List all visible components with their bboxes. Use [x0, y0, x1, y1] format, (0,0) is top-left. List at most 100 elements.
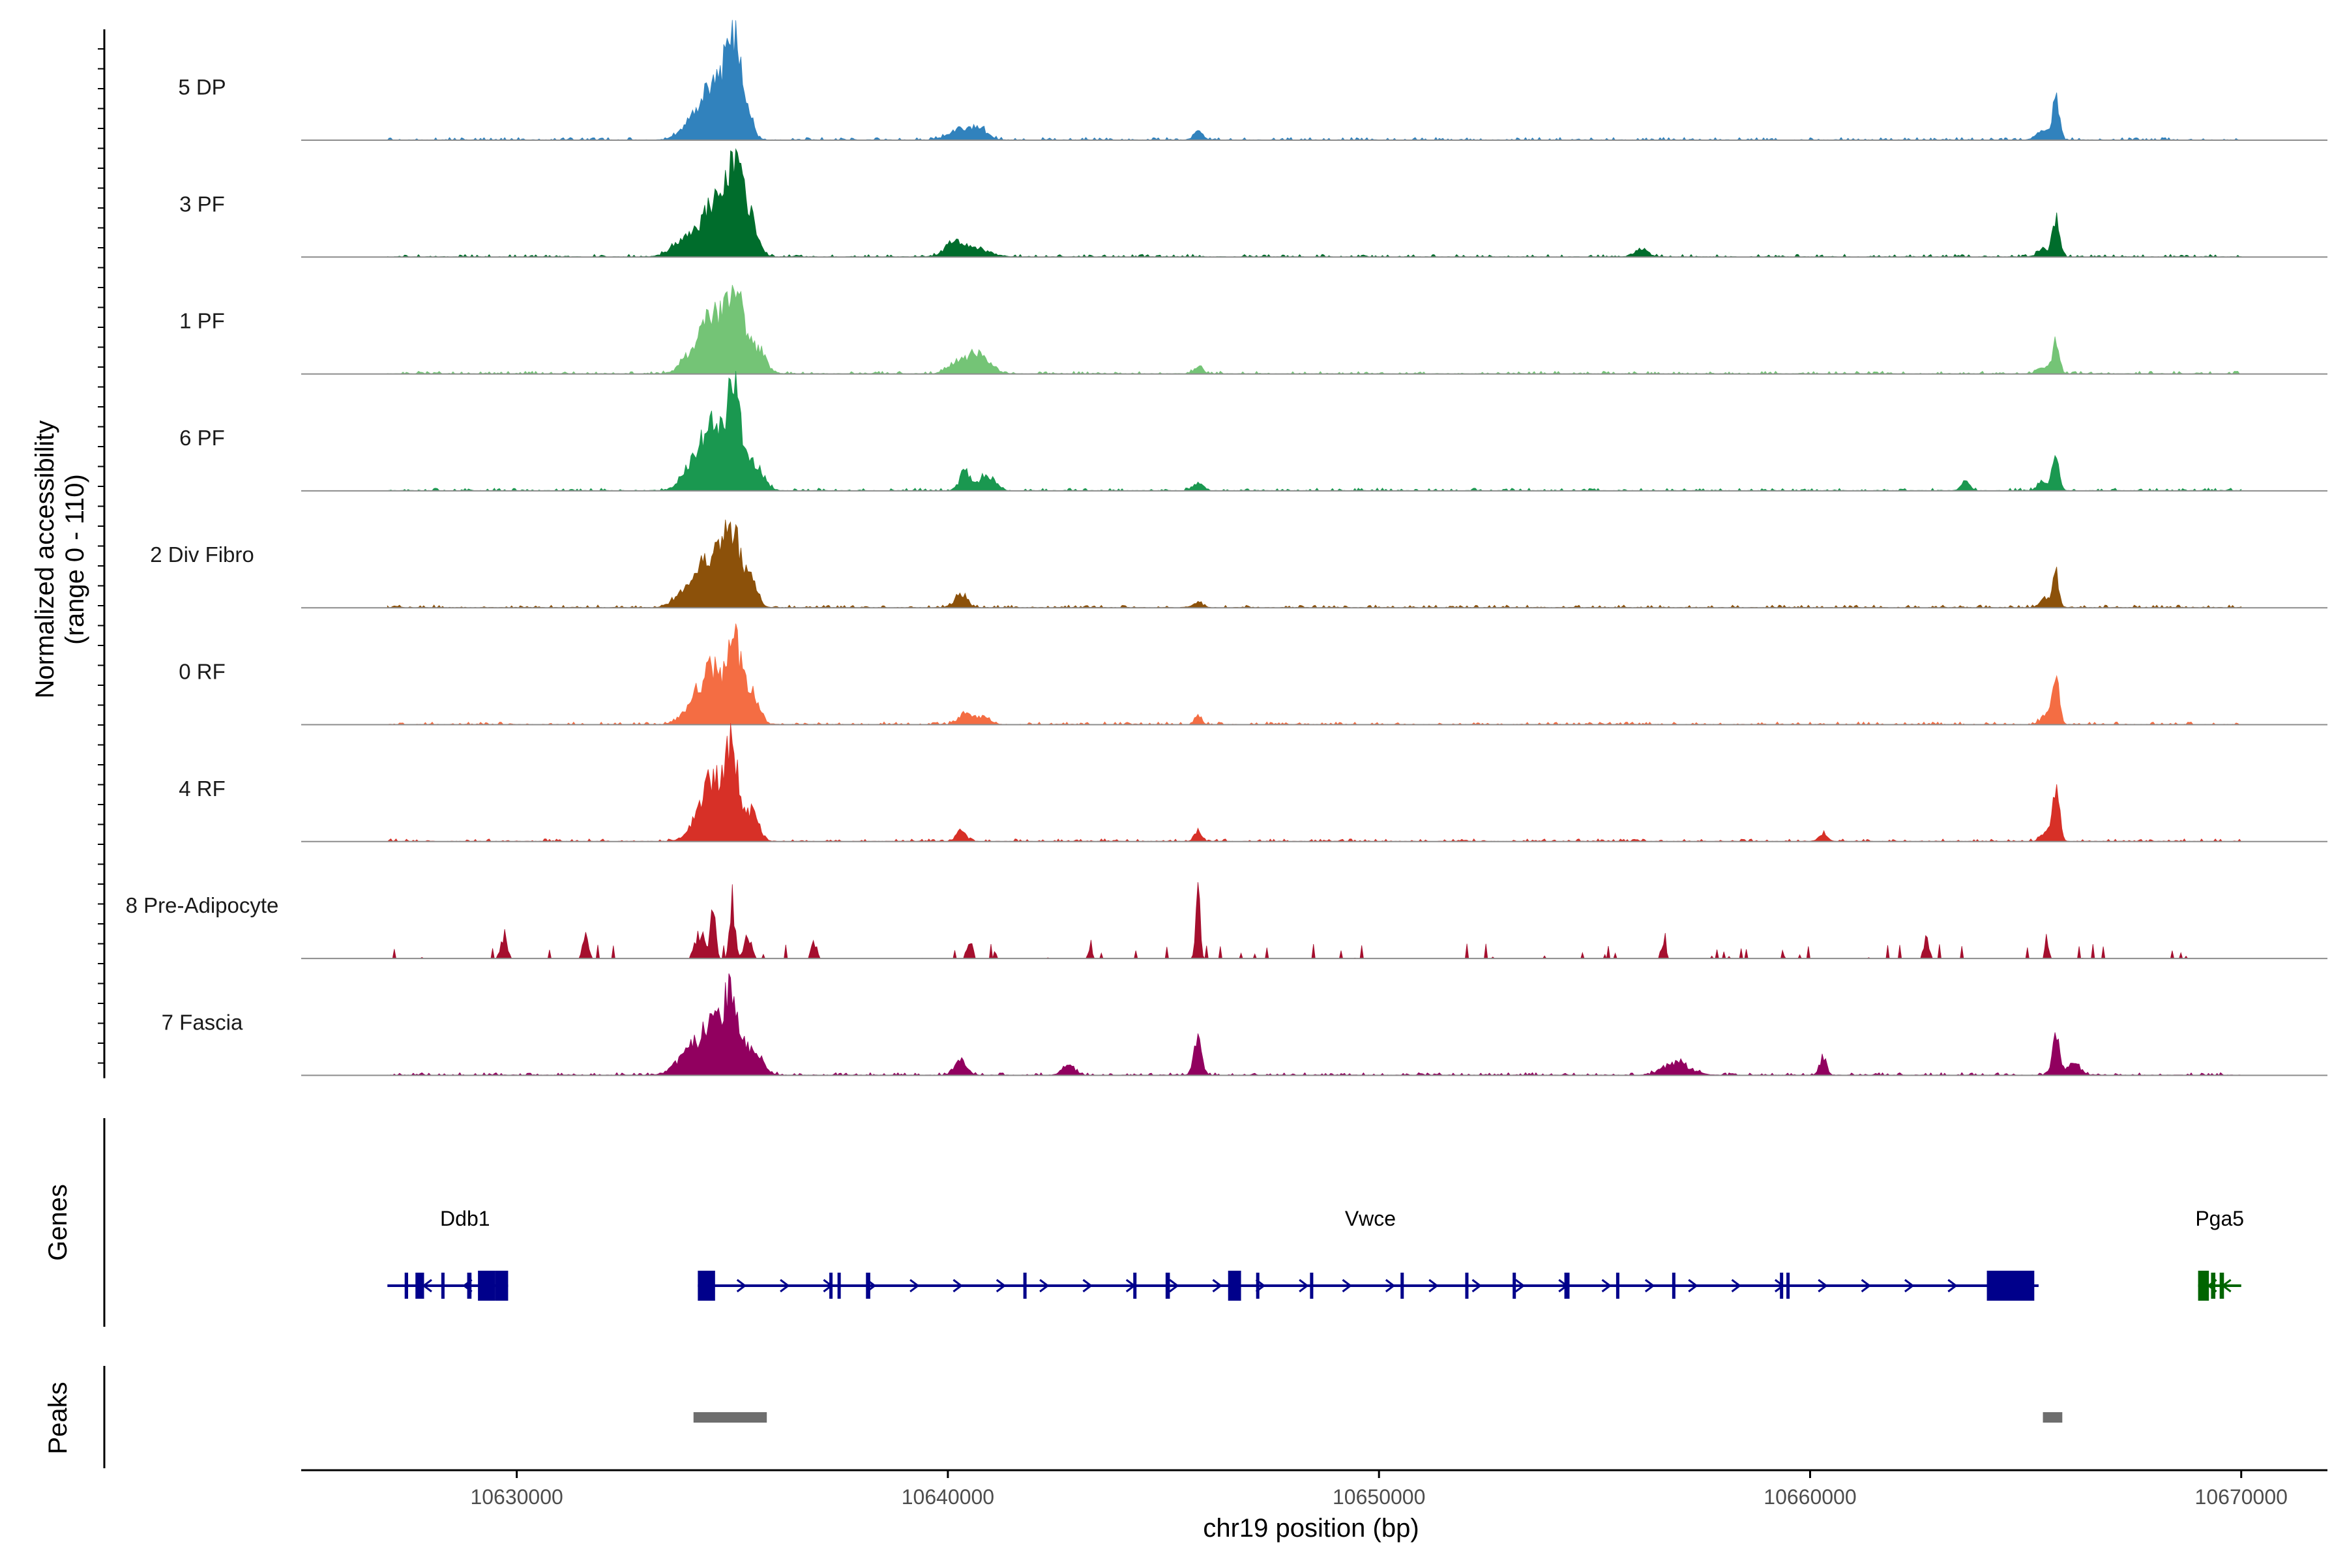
- track-label: 0 RF: [179, 660, 226, 684]
- coverage-area: [387, 148, 2242, 258]
- track-label: 5 DP: [178, 75, 226, 99]
- peaks-panel: [693, 1412, 2063, 1423]
- track-label: 4 RF: [179, 777, 226, 801]
- genes-panel-label: Genes: [44, 1184, 72, 1261]
- x-tick-label: 10650000: [1333, 1485, 1425, 1509]
- exon: [1228, 1271, 1241, 1301]
- exon: [1616, 1273, 1619, 1299]
- track-6-pf: 6 PF: [179, 370, 2327, 492]
- gene-pga5: Pga5: [2195, 1207, 2244, 1301]
- exon: [1256, 1273, 1260, 1299]
- peak-region: [693, 1412, 767, 1423]
- exon: [837, 1273, 841, 1299]
- strand-arrow: [1039, 1279, 1050, 1293]
- exon: [2211, 1273, 2216, 1299]
- exon: [478, 1271, 495, 1301]
- exon: [415, 1273, 424, 1299]
- exon: [1564, 1273, 1570, 1299]
- track-label: 7 Fascia: [162, 1010, 243, 1034]
- strand-arrow: [1818, 1279, 1828, 1293]
- track-2-div-fibro: 2 Div Fibro: [150, 520, 2327, 609]
- strand-arrow: [1082, 1279, 1093, 1293]
- track-label: 3 PF: [179, 192, 225, 216]
- gene-label: Pga5: [2195, 1207, 2244, 1230]
- strand-arrow: [1947, 1279, 1958, 1293]
- strand-arrow: [1471, 1279, 1483, 1293]
- strand-arrow: [736, 1279, 747, 1293]
- exon: [1986, 1271, 2035, 1301]
- track-0-rf: 0 RF: [179, 623, 2327, 726]
- y-axis-title: Normalized accessibility: [31, 421, 59, 699]
- strand-arrow: [780, 1279, 790, 1293]
- track-3-pf: 3 PF: [179, 148, 2327, 258]
- x-axis-title: chr19 position (bp): [1203, 1514, 1419, 1543]
- strand-arrow: [1385, 1279, 1396, 1293]
- exon: [1023, 1273, 1027, 1299]
- strand-arrow: [1514, 1279, 1526, 1293]
- coverage-area: [387, 882, 2241, 960]
- exon: [467, 1273, 472, 1299]
- exon: [1165, 1273, 1170, 1299]
- exon: [1400, 1273, 1404, 1299]
- strand-arrow: [996, 1279, 1007, 1293]
- strand-arrow: [909, 1279, 920, 1293]
- exon: [2198, 1271, 2209, 1301]
- exon: [829, 1273, 833, 1299]
- exon: [698, 1271, 715, 1301]
- track-5-dp: 5 DP: [178, 20, 2327, 141]
- track-8-pre-adipocyte: 8 Pre-Adipocyte: [126, 882, 2327, 960]
- coverage-area: [387, 284, 2242, 375]
- x-tick-label: 10640000: [902, 1485, 994, 1509]
- strand-arrow: [1601, 1279, 1612, 1293]
- strand-arrow: [1212, 1279, 1222, 1293]
- exon: [441, 1273, 445, 1299]
- coverage-area: [387, 370, 2242, 492]
- track-label: 2 Div Fibro: [150, 542, 254, 567]
- axes: Normalized accessibility (range 0 - 110) G…: [31, 29, 2327, 1543]
- gene-vwce: Vwce: [698, 1207, 2039, 1301]
- strand-arrow: [1688, 1279, 1698, 1293]
- exon: [866, 1273, 870, 1299]
- exon: [1465, 1273, 1469, 1299]
- gene-annotation-panel: Ddb1 Vwce Pga5: [387, 1207, 2244, 1301]
- track-1-pf: 1 PF: [179, 284, 2327, 375]
- strand-arrow: [1731, 1279, 1742, 1293]
- coverage-area: [387, 723, 2242, 842]
- track-label: 1 PF: [179, 309, 225, 333]
- x-tick-label: 10630000: [470, 1485, 563, 1509]
- gene-label: Ddb1: [440, 1207, 490, 1230]
- track-7-fascia: 7 Fascia: [162, 973, 2327, 1076]
- coverage-area: [387, 623, 2241, 726]
- track-label: 8 Pre-Adipocyte: [126, 893, 279, 917]
- strand-arrow: [1299, 1279, 1309, 1293]
- exon: [495, 1271, 509, 1301]
- strand-arrow: [952, 1279, 963, 1293]
- exon: [1672, 1273, 1675, 1299]
- strand-arrow: [1904, 1279, 1915, 1293]
- peak-region: [2043, 1412, 2063, 1423]
- coverage-area: [387, 520, 2242, 608]
- coverage-tracks: 5 DP 3 PF 1 PF 6 PF 2 Div Fibro 0 RF 4 RF 8 Pre…: [126, 20, 2327, 1076]
- exon: [2219, 1273, 2224, 1299]
- track-4-rf: 4 RF: [179, 723, 2327, 842]
- exon: [1780, 1273, 1784, 1299]
- y-axis-range: (range 0 - 110): [61, 474, 89, 645]
- strand-arrow: [1169, 1279, 1179, 1293]
- coverage-area: [387, 20, 2242, 141]
- gene-ddb1: Ddb1: [387, 1207, 509, 1301]
- strand-arrow: [1342, 1279, 1352, 1293]
- x-tick-label: 10660000: [1764, 1485, 1856, 1509]
- track-label: 6 PF: [179, 426, 225, 450]
- exon: [1513, 1273, 1516, 1299]
- peaks-panel-label: Peaks: [44, 1382, 72, 1454]
- exon: [1310, 1273, 1314, 1299]
- strand-arrow: [1861, 1279, 1872, 1293]
- strand-arrow: [1428, 1279, 1439, 1293]
- coverage-area: [387, 973, 2242, 1076]
- strand-arrow: [1644, 1279, 1655, 1293]
- x-tick-label: 10670000: [2195, 1485, 2288, 1509]
- exon: [1133, 1273, 1137, 1299]
- exon: [1786, 1273, 1790, 1299]
